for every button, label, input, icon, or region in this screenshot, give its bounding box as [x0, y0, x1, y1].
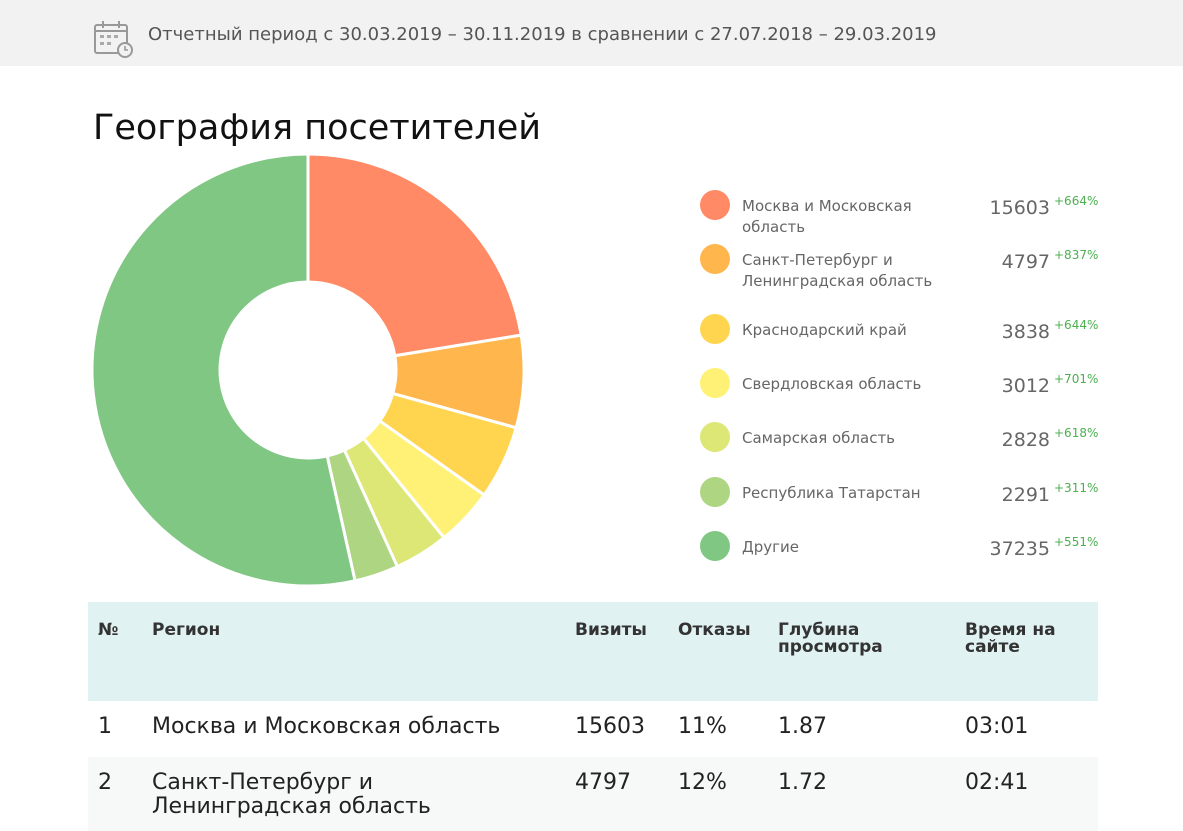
legend-change: +701%	[1054, 372, 1099, 386]
report-period-text: Отчетный период с 30.03.2019 – 30.11.201…	[148, 24, 937, 45]
col-depth: Глубина просмотра	[768, 602, 955, 701]
legend-change: +311%	[1054, 481, 1099, 495]
legend-value: 2291	[1001, 484, 1050, 506]
cell-region: Санкт-Петербург и Ленинградская область	[142, 757, 565, 831]
legend-color-dot	[700, 244, 730, 274]
legend-value: 2828	[1001, 429, 1050, 451]
cell-region: Москва и Московская область	[152, 714, 501, 739]
legend-value: 37235	[989, 538, 1050, 560]
cell-number: 1	[98, 714, 112, 739]
table-row: 2 Санкт-Петербург и Ленинградская област…	[88, 757, 1098, 831]
legend-color-dot	[700, 368, 730, 398]
regions-table: № Регион Визиты Отказы Глубина просмотра…	[88, 602, 1098, 831]
legend-color-dot	[700, 314, 730, 344]
cell-time: 03:01	[965, 714, 1029, 739]
table-row: 1 Москва и Московская область 15603 11% …	[88, 701, 1098, 757]
legend-color-dot	[700, 531, 730, 561]
col-region: Регион	[142, 602, 565, 701]
legend-label: Краснодарский край	[742, 321, 907, 339]
donut-chart	[90, 152, 526, 588]
col-number: №	[88, 602, 142, 701]
col-time: Время на сайте	[955, 602, 1098, 701]
cell-bounces: 11%	[678, 714, 727, 739]
legend-label: Республика Татарстан	[742, 484, 921, 502]
calendar-clock-icon	[94, 21, 133, 58]
legend-color-dot	[700, 477, 730, 507]
legend-value: 3838	[1001, 321, 1050, 343]
cell-visits: 4797	[565, 757, 668, 831]
legend-value: 3012	[1001, 375, 1050, 397]
report-period-bar: Отчетный период с 30.03.2019 – 30.11.201…	[0, 0, 1183, 66]
donut-slice[interactable]	[306, 152, 523, 358]
legend-value: 15603	[989, 197, 1050, 219]
col-bounces: Отказы	[668, 602, 768, 701]
legend-label: Другие	[742, 538, 799, 556]
legend-label: Свердловская область	[742, 375, 922, 393]
legend-change: +837%	[1054, 248, 1099, 262]
page-title: География посетителей	[93, 108, 541, 148]
cell-bounces: 12%	[668, 757, 768, 831]
cell-depth: 1.72	[768, 757, 955, 831]
col-visits: Визиты	[565, 602, 668, 701]
donut-slice[interactable]	[90, 152, 357, 588]
cell-visits: 15603	[575, 714, 645, 739]
legend-value: 4797	[1001, 251, 1050, 273]
legend-color-dot	[700, 190, 730, 220]
legend-change: +664%	[1054, 194, 1099, 208]
legend-label: Самарская область	[742, 429, 896, 447]
legend-change: +644%	[1054, 318, 1099, 332]
cell-time: 02:41	[955, 757, 1098, 831]
cell-depth: 1.87	[778, 714, 827, 739]
legend-change: +551%	[1054, 535, 1099, 549]
legend-label: Санкт-Петербург и Ленинградская область	[742, 251, 933, 290]
cell-number: 2	[88, 757, 142, 831]
table-header-row: № Регион Визиты Отказы Глубина просмотра…	[88, 602, 1098, 701]
legend-label: Москва и Московская область	[742, 197, 912, 236]
legend-change: +618%	[1054, 426, 1099, 440]
legend-color-dot	[700, 422, 730, 452]
